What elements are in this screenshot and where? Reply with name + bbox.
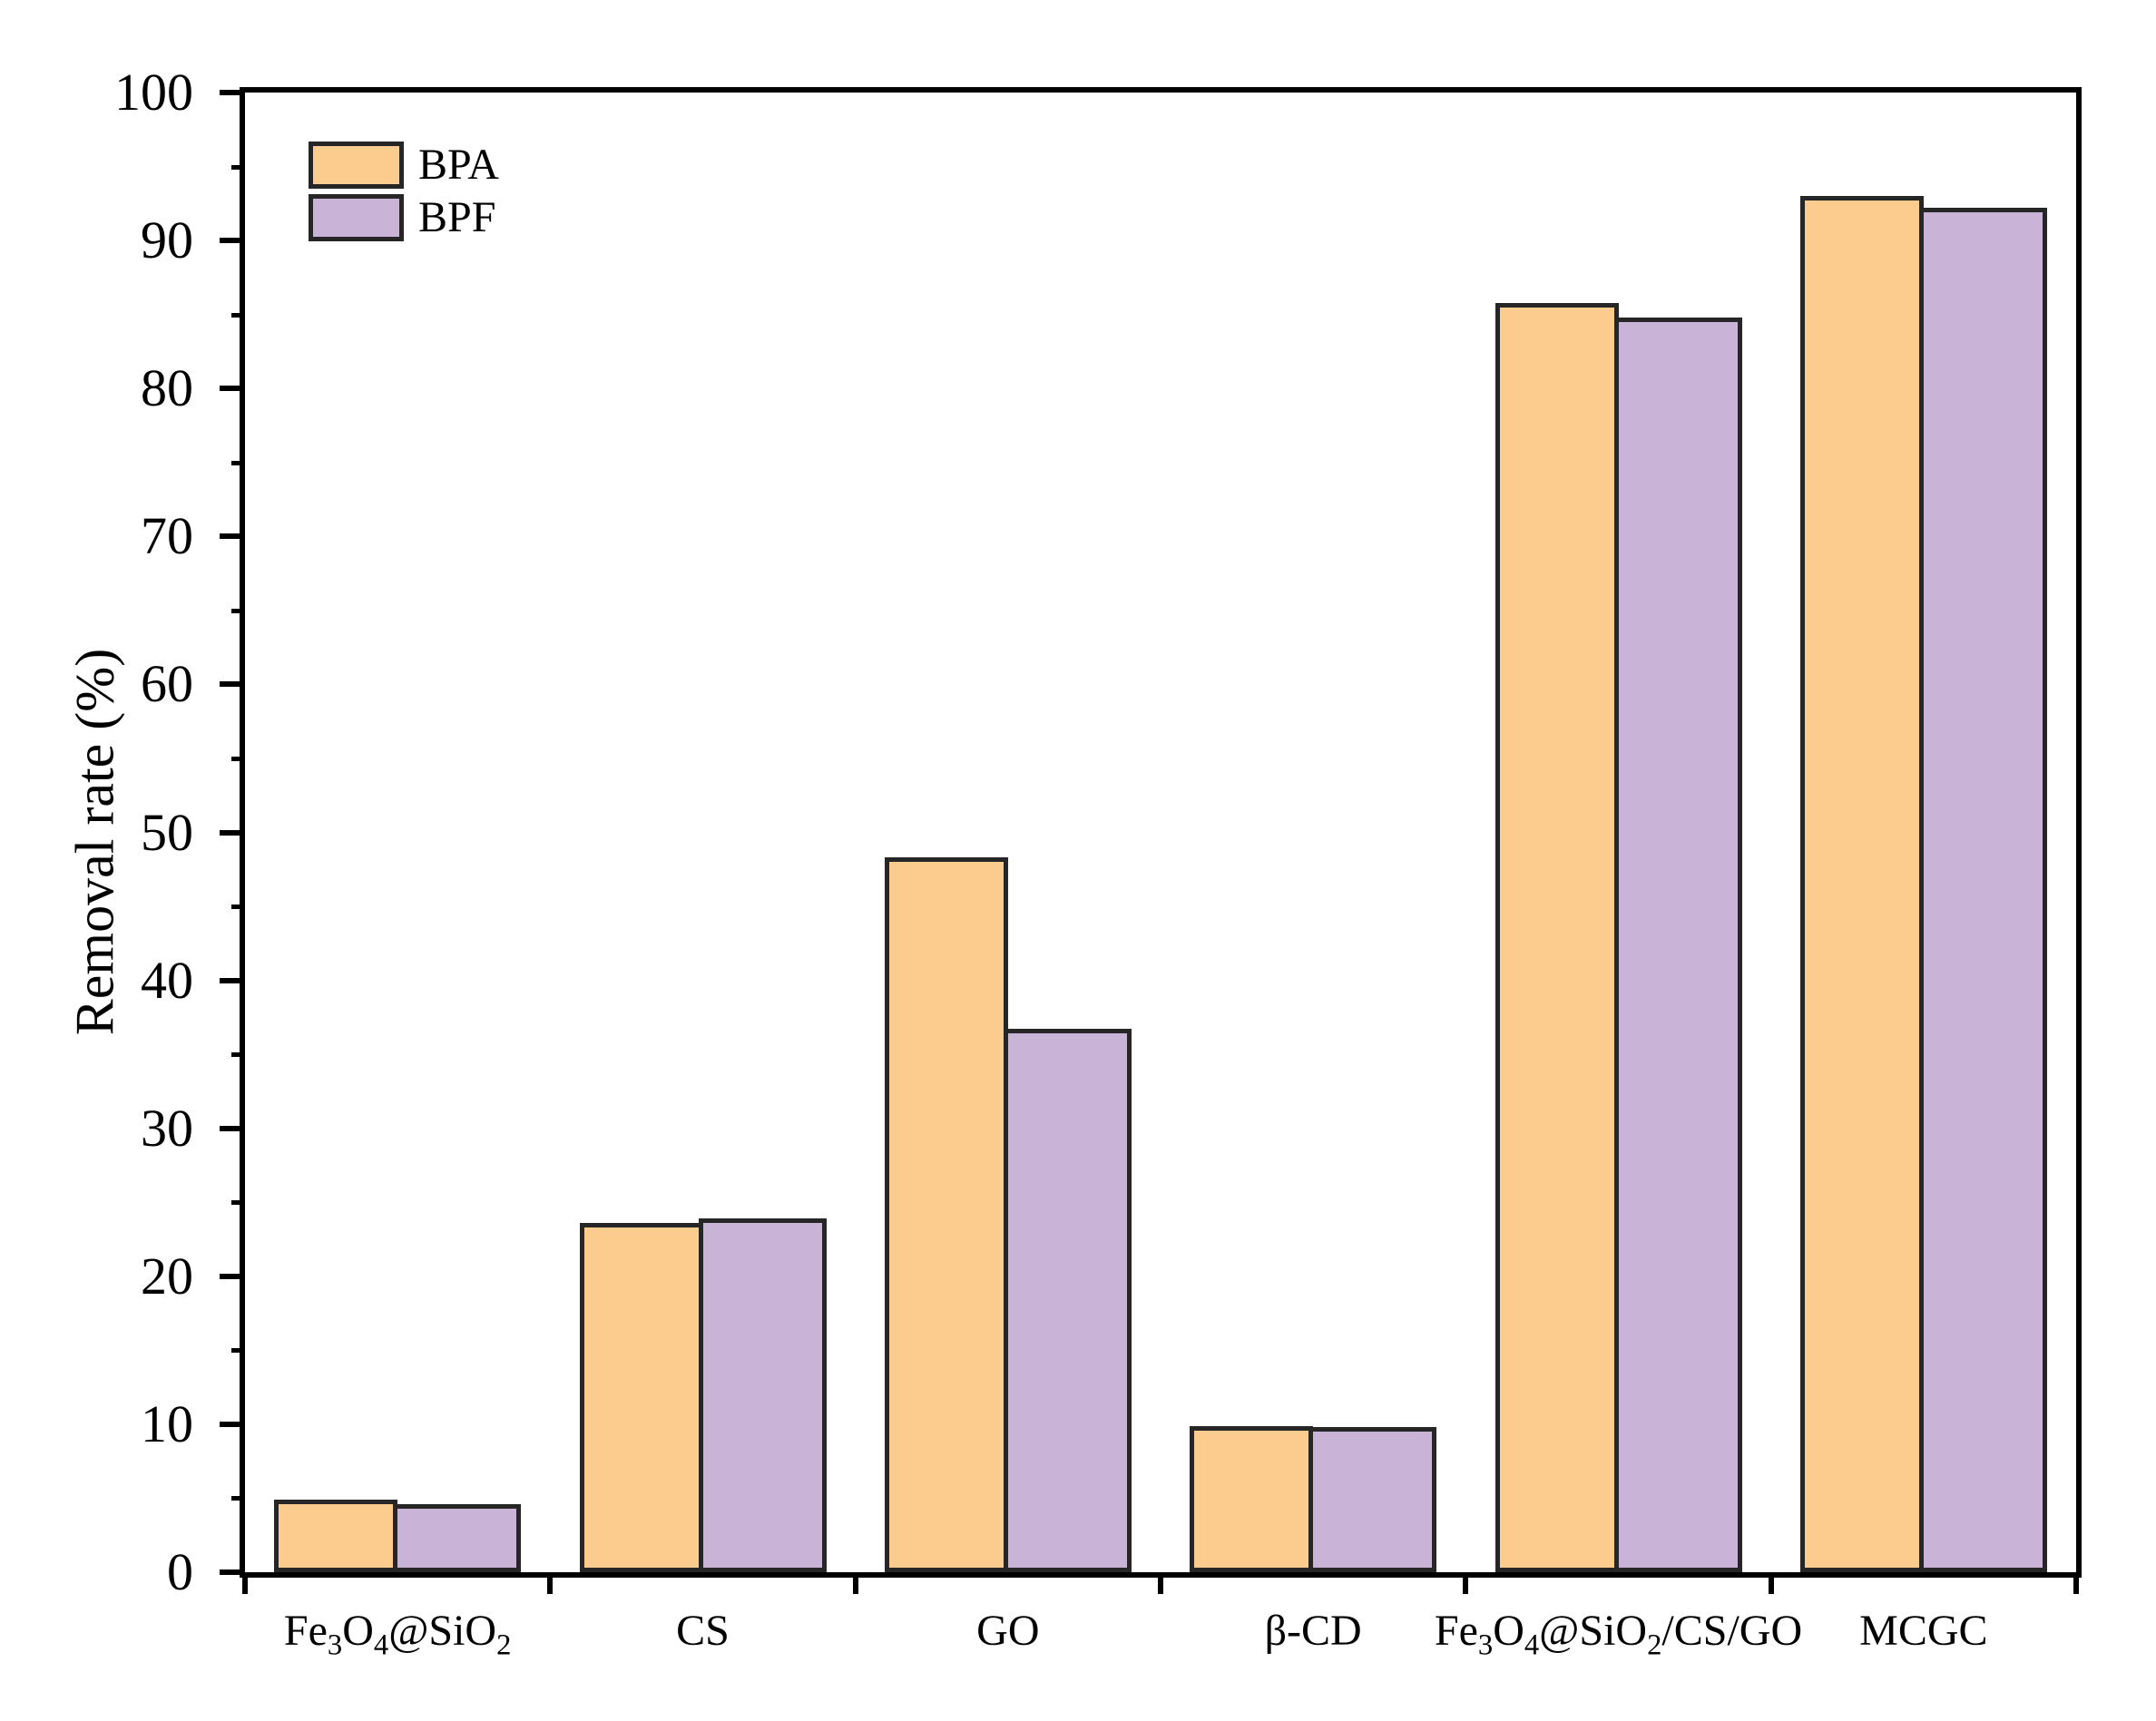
y-minor-tick xyxy=(231,1348,245,1354)
legend-swatch-bpa-icon xyxy=(309,142,404,189)
y-minor-tick xyxy=(231,1496,245,1501)
bar-bpa-1 xyxy=(274,1500,398,1572)
y-major-tick xyxy=(220,1273,245,1279)
y-tick-label: 10 xyxy=(141,1393,193,1453)
bar-bpa-3 xyxy=(884,857,1008,1572)
y-minor-tick xyxy=(231,608,245,613)
y-tick-label: 60 xyxy=(141,654,193,714)
legend-item-bpf: BPF xyxy=(309,194,499,241)
x-category-label: Fe3O4@SiO2/CS/GO xyxy=(1434,1607,1803,1662)
legend-swatch-bpf-icon xyxy=(309,194,404,241)
y-minor-tick xyxy=(231,756,245,761)
y-axis-title: Removal rate (%) xyxy=(64,648,125,1036)
y-minor-tick xyxy=(231,460,245,465)
x-tick xyxy=(852,1572,858,1594)
y-major-tick xyxy=(220,1125,245,1131)
y-minor-tick xyxy=(231,905,245,910)
y-major-tick xyxy=(220,238,245,244)
y-tick-label: 0 xyxy=(167,1542,193,1601)
y-major-tick xyxy=(220,977,245,983)
y-major-tick xyxy=(220,1569,245,1575)
y-tick-label: 50 xyxy=(141,802,193,862)
x-tick xyxy=(547,1572,554,1594)
bar-bpa-4 xyxy=(1190,1425,1314,1572)
legend-item-bpa: BPA xyxy=(309,142,499,189)
legend: BPA BPF xyxy=(309,142,499,241)
y-tick-label: 30 xyxy=(141,1098,193,1158)
y-major-tick xyxy=(220,1421,245,1427)
x-category-label: Fe3O4@SiO2 xyxy=(283,1607,512,1662)
x-category-label: GO xyxy=(976,1607,1040,1655)
x-tick xyxy=(2073,1572,2079,1594)
y-tick-label: 70 xyxy=(141,506,193,566)
x-category-label: CS xyxy=(676,1607,730,1655)
x-tick xyxy=(1463,1572,1469,1594)
x-category-label: MCGC xyxy=(1859,1607,1988,1655)
bar-bpa-2 xyxy=(579,1223,703,1572)
y-tick-label: 40 xyxy=(141,950,193,1010)
y-minor-tick xyxy=(231,164,245,170)
y-tick-label: 90 xyxy=(141,210,193,270)
y-major-tick xyxy=(220,829,245,836)
y-major-tick xyxy=(220,681,245,688)
bar-bpf-2 xyxy=(698,1218,827,1572)
legend-label-bpf: BPF xyxy=(418,193,496,241)
y-minor-tick xyxy=(231,1200,245,1206)
x-category-label: β-CD xyxy=(1264,1607,1362,1655)
bar-bpf-3 xyxy=(1003,1029,1132,1572)
bar-bpf-1 xyxy=(393,1503,522,1572)
bar-bpa-6 xyxy=(1799,196,1924,1572)
legend-label-bpa: BPA xyxy=(418,141,499,189)
bar-bpf-5 xyxy=(1613,317,1742,1572)
y-major-tick xyxy=(220,533,245,540)
y-tick-label: 20 xyxy=(141,1246,193,1305)
y-minor-tick xyxy=(231,312,245,318)
y-tick-label: 100 xyxy=(114,63,193,122)
x-tick xyxy=(1768,1572,1774,1594)
x-tick xyxy=(242,1572,248,1594)
bar-bpa-5 xyxy=(1494,302,1619,1572)
y-tick-label: 80 xyxy=(141,358,193,418)
x-tick xyxy=(1158,1572,1163,1594)
y-major-tick xyxy=(220,90,245,95)
bar-bpf-4 xyxy=(1308,1427,1437,1572)
bar-bpf-6 xyxy=(1918,208,2047,1572)
y-major-tick xyxy=(220,386,245,392)
y-minor-tick xyxy=(231,1052,245,1058)
